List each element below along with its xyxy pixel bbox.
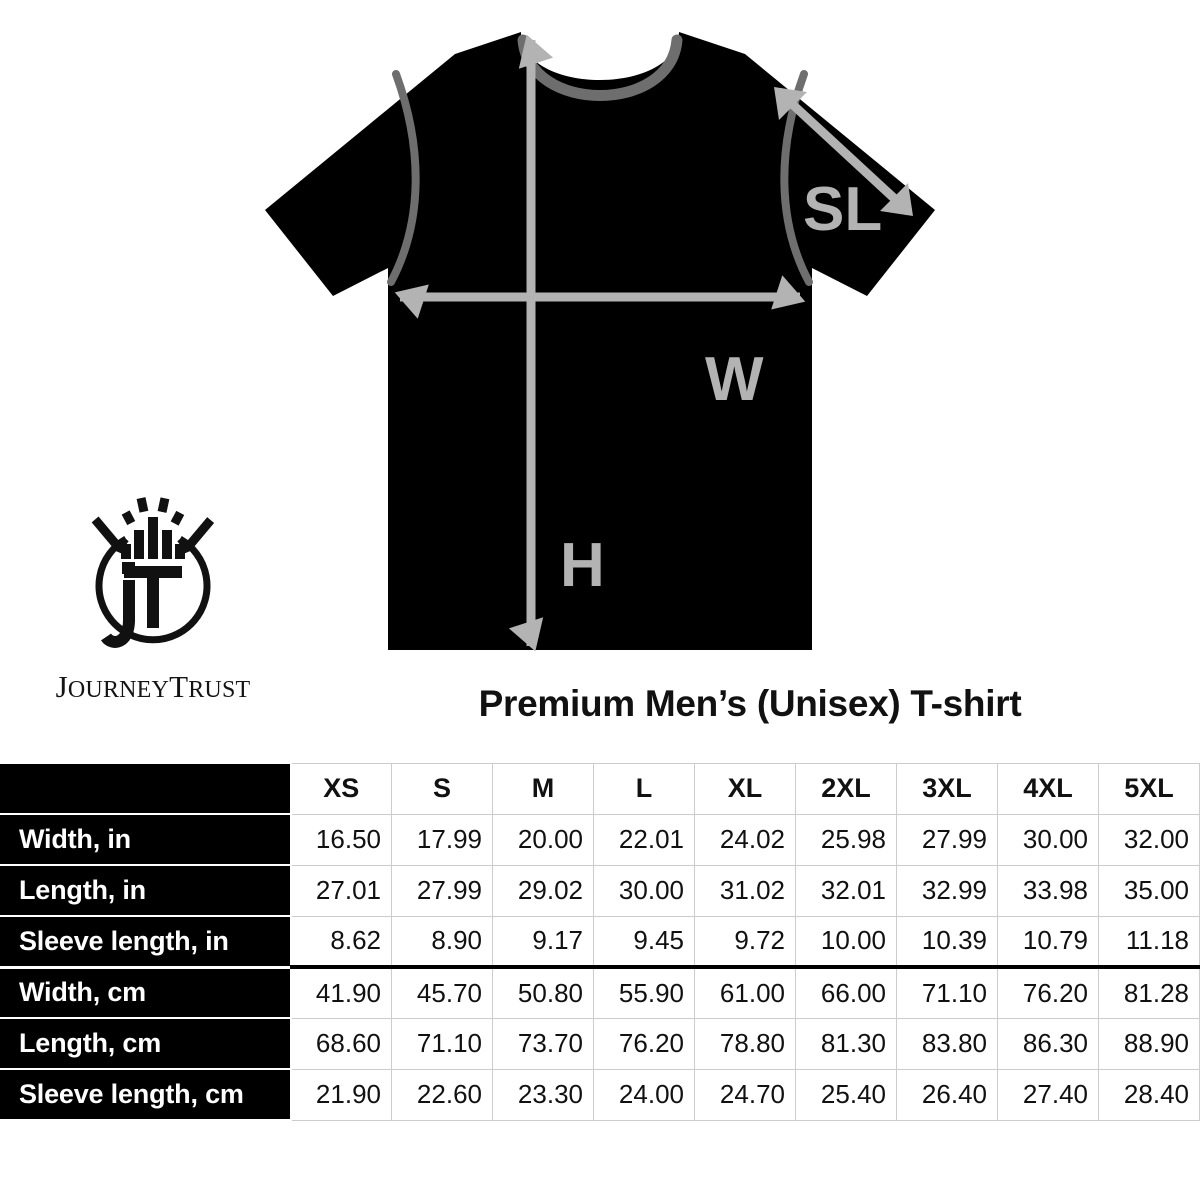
cell-2xl-r5: 25.40: [795, 1068, 897, 1121]
cell-l-r2: 9.45: [593, 915, 695, 968]
cell-3xl-r5: 26.40: [896, 1068, 998, 1121]
cell-4xl-r4: 86.30: [997, 1017, 1099, 1070]
cell-xs-r3: 41.90: [290, 965, 392, 1019]
row-label-length-cm: Length, cm: [0, 1017, 292, 1070]
cell-5xl-r2: 11.18: [1098, 915, 1200, 968]
cell-xl-r1: 31.02: [694, 864, 796, 917]
cell-2xl-r2: 10.00: [795, 915, 897, 968]
cell-s-r2: 8.90: [391, 915, 493, 968]
table-head: XS S M L XL 2XL 3XL 4XL 5XL: [0, 762, 1200, 815]
size-column-header-4xl: 4XL: [997, 762, 1099, 815]
armhole-seam-left: [387, 70, 420, 286]
cell-m-r4: 73.70: [492, 1017, 594, 1070]
cell-4xl-r1: 33.98: [997, 864, 1099, 917]
cell-2xl-r4: 81.30: [795, 1017, 897, 1070]
size-column-header-l: L: [593, 762, 695, 815]
cell-m-r1: 29.02: [492, 864, 594, 917]
brand-wordmark: JOURNEYTRUST: [8, 669, 298, 705]
table-row: Length, in 27.01 27.99 29.02 30.00 31.02 32.01…: [0, 864, 1200, 917]
row-label-sleeve-length-cm: Sleeve length, cm: [0, 1068, 292, 1121]
cell-5xl-r1: 35.00: [1098, 864, 1200, 917]
table-row: Sleeve length, cm 21.90 22.60 23.30 24.00 24.…: [0, 1068, 1200, 1121]
width-arrow-w: [394, 275, 806, 319]
wordmark-rust: RUST: [188, 677, 251, 703]
cell-s-r0: 17.99: [391, 813, 493, 866]
cell-4xl-r2: 10.79: [997, 915, 1099, 968]
row-label-width-in: Width, in: [0, 813, 292, 866]
cell-5xl-r5: 28.40: [1098, 1068, 1200, 1121]
cell-xs-r2: 8.62: [290, 915, 392, 968]
row-label-sleeve-length-in: Sleeve length, in: [0, 915, 292, 968]
cell-l-r0: 22.01: [593, 813, 695, 866]
page-title: Premium Men’s (Unisex) T-shirt: [478, 683, 1022, 724]
cell-2xl-r3: 66.00: [795, 965, 897, 1019]
brand-logo: JOURNEYTRUST: [8, 492, 298, 705]
table-row: Width, in 16.50 17.99 20.00 22.01 24.02 25.98 2…: [0, 813, 1200, 866]
cell-5xl-r0: 32.00: [1098, 813, 1200, 866]
size-column-header-xs: XS: [290, 762, 392, 815]
cell-l-r3: 55.90: [593, 965, 695, 1019]
cell-l-r1: 30.00: [593, 864, 695, 917]
cell-3xl-r3: 71.10: [896, 965, 998, 1019]
cell-4xl-r0: 30.00: [997, 813, 1099, 866]
row-label-length-in: Length, in: [0, 864, 292, 917]
cell-xl-r2: 9.72: [694, 915, 796, 968]
table-corner-cell: [0, 762, 292, 815]
cell-xs-r1: 27.01: [290, 864, 392, 917]
sleeve-length-label: SL: [803, 175, 882, 244]
wordmark-ourney: OURNEY: [67, 677, 170, 703]
cell-3xl-r4: 83.80: [896, 1017, 998, 1070]
cell-s-r5: 22.60: [391, 1068, 493, 1121]
cell-xs-r5: 21.90: [290, 1068, 392, 1121]
tshirt-illustration: H W SL: [265, 32, 935, 652]
length-arrow-h: [508, 34, 554, 652]
cell-s-r4: 71.10: [391, 1017, 493, 1070]
size-column-header-5xl: 5XL: [1098, 762, 1200, 815]
cell-4xl-r5: 27.40: [997, 1068, 1099, 1121]
cell-3xl-r1: 32.99: [896, 864, 998, 917]
cell-3xl-r2: 10.39: [896, 915, 998, 968]
cell-4xl-r3: 76.20: [997, 965, 1099, 1019]
cell-s-r3: 45.70: [391, 965, 493, 1019]
cell-3xl-r0: 27.99: [896, 813, 998, 866]
width-label: W: [705, 345, 764, 414]
tshirt-silhouette: [265, 32, 935, 650]
size-column-header-3xl: 3XL: [896, 762, 998, 815]
size-column-header-s: S: [391, 762, 493, 815]
table-header-row: XS S M L XL 2XL 3XL 4XL 5XL: [0, 762, 1200, 815]
cell-l-r5: 24.00: [593, 1068, 695, 1121]
cell-5xl-r4: 88.90: [1098, 1017, 1200, 1070]
cell-xl-r3: 61.00: [694, 965, 796, 1019]
cell-m-r2: 9.17: [492, 915, 594, 968]
cell-xl-r0: 24.02: [694, 813, 796, 866]
wordmark-t: T: [169, 669, 189, 704]
length-label: H: [560, 531, 605, 600]
cell-2xl-r0: 25.98: [795, 813, 897, 866]
size-column-header-m: M: [492, 762, 594, 815]
cell-5xl-r3: 81.28: [1098, 965, 1200, 1019]
table-row: Width, cm 41.90 45.70 50.80 55.90 61.00 66.00 7…: [0, 965, 1200, 1019]
cell-m-r3: 50.80: [492, 965, 594, 1019]
row-label-width-cm: Width, cm: [0, 965, 292, 1019]
tshirt-diagram-svg: H W SL: [265, 32, 935, 652]
journeytrust-crown-circle-icon: [91, 497, 215, 648]
cell-2xl-r1: 32.01: [795, 864, 897, 917]
sleeve-length-arrow-sl: [774, 87, 913, 216]
cell-xs-r0: 16.50: [290, 813, 392, 866]
table-body: Width, in 16.50 17.99 20.00 22.01 24.02 25.98 2…: [0, 813, 1200, 1121]
cell-m-r5: 23.30: [492, 1068, 594, 1121]
cell-l-r4: 76.20: [593, 1017, 695, 1070]
cell-xl-r5: 24.70: [694, 1068, 796, 1121]
table-row: Length, cm 68.60 71.10 73.70 76.20 78.80 81.30…: [0, 1017, 1200, 1070]
wordmark-j: J: [55, 669, 68, 704]
size-chart-table: XS S M L XL 2XL 3XL 4XL 5XL Width, in 16.50 17.99 2…: [0, 762, 1200, 1121]
size-column-header-2xl: 2XL: [795, 762, 897, 815]
cell-xs-r4: 68.60: [290, 1017, 392, 1070]
size-column-header-xl: XL: [694, 762, 796, 815]
table-row: Sleeve length, in 8.62 8.90 9.17 9.45 9.72 10.…: [0, 915, 1200, 968]
cell-s-r1: 27.99: [391, 864, 493, 917]
cell-xl-r4: 78.80: [694, 1017, 796, 1070]
cell-m-r0: 20.00: [492, 813, 594, 866]
